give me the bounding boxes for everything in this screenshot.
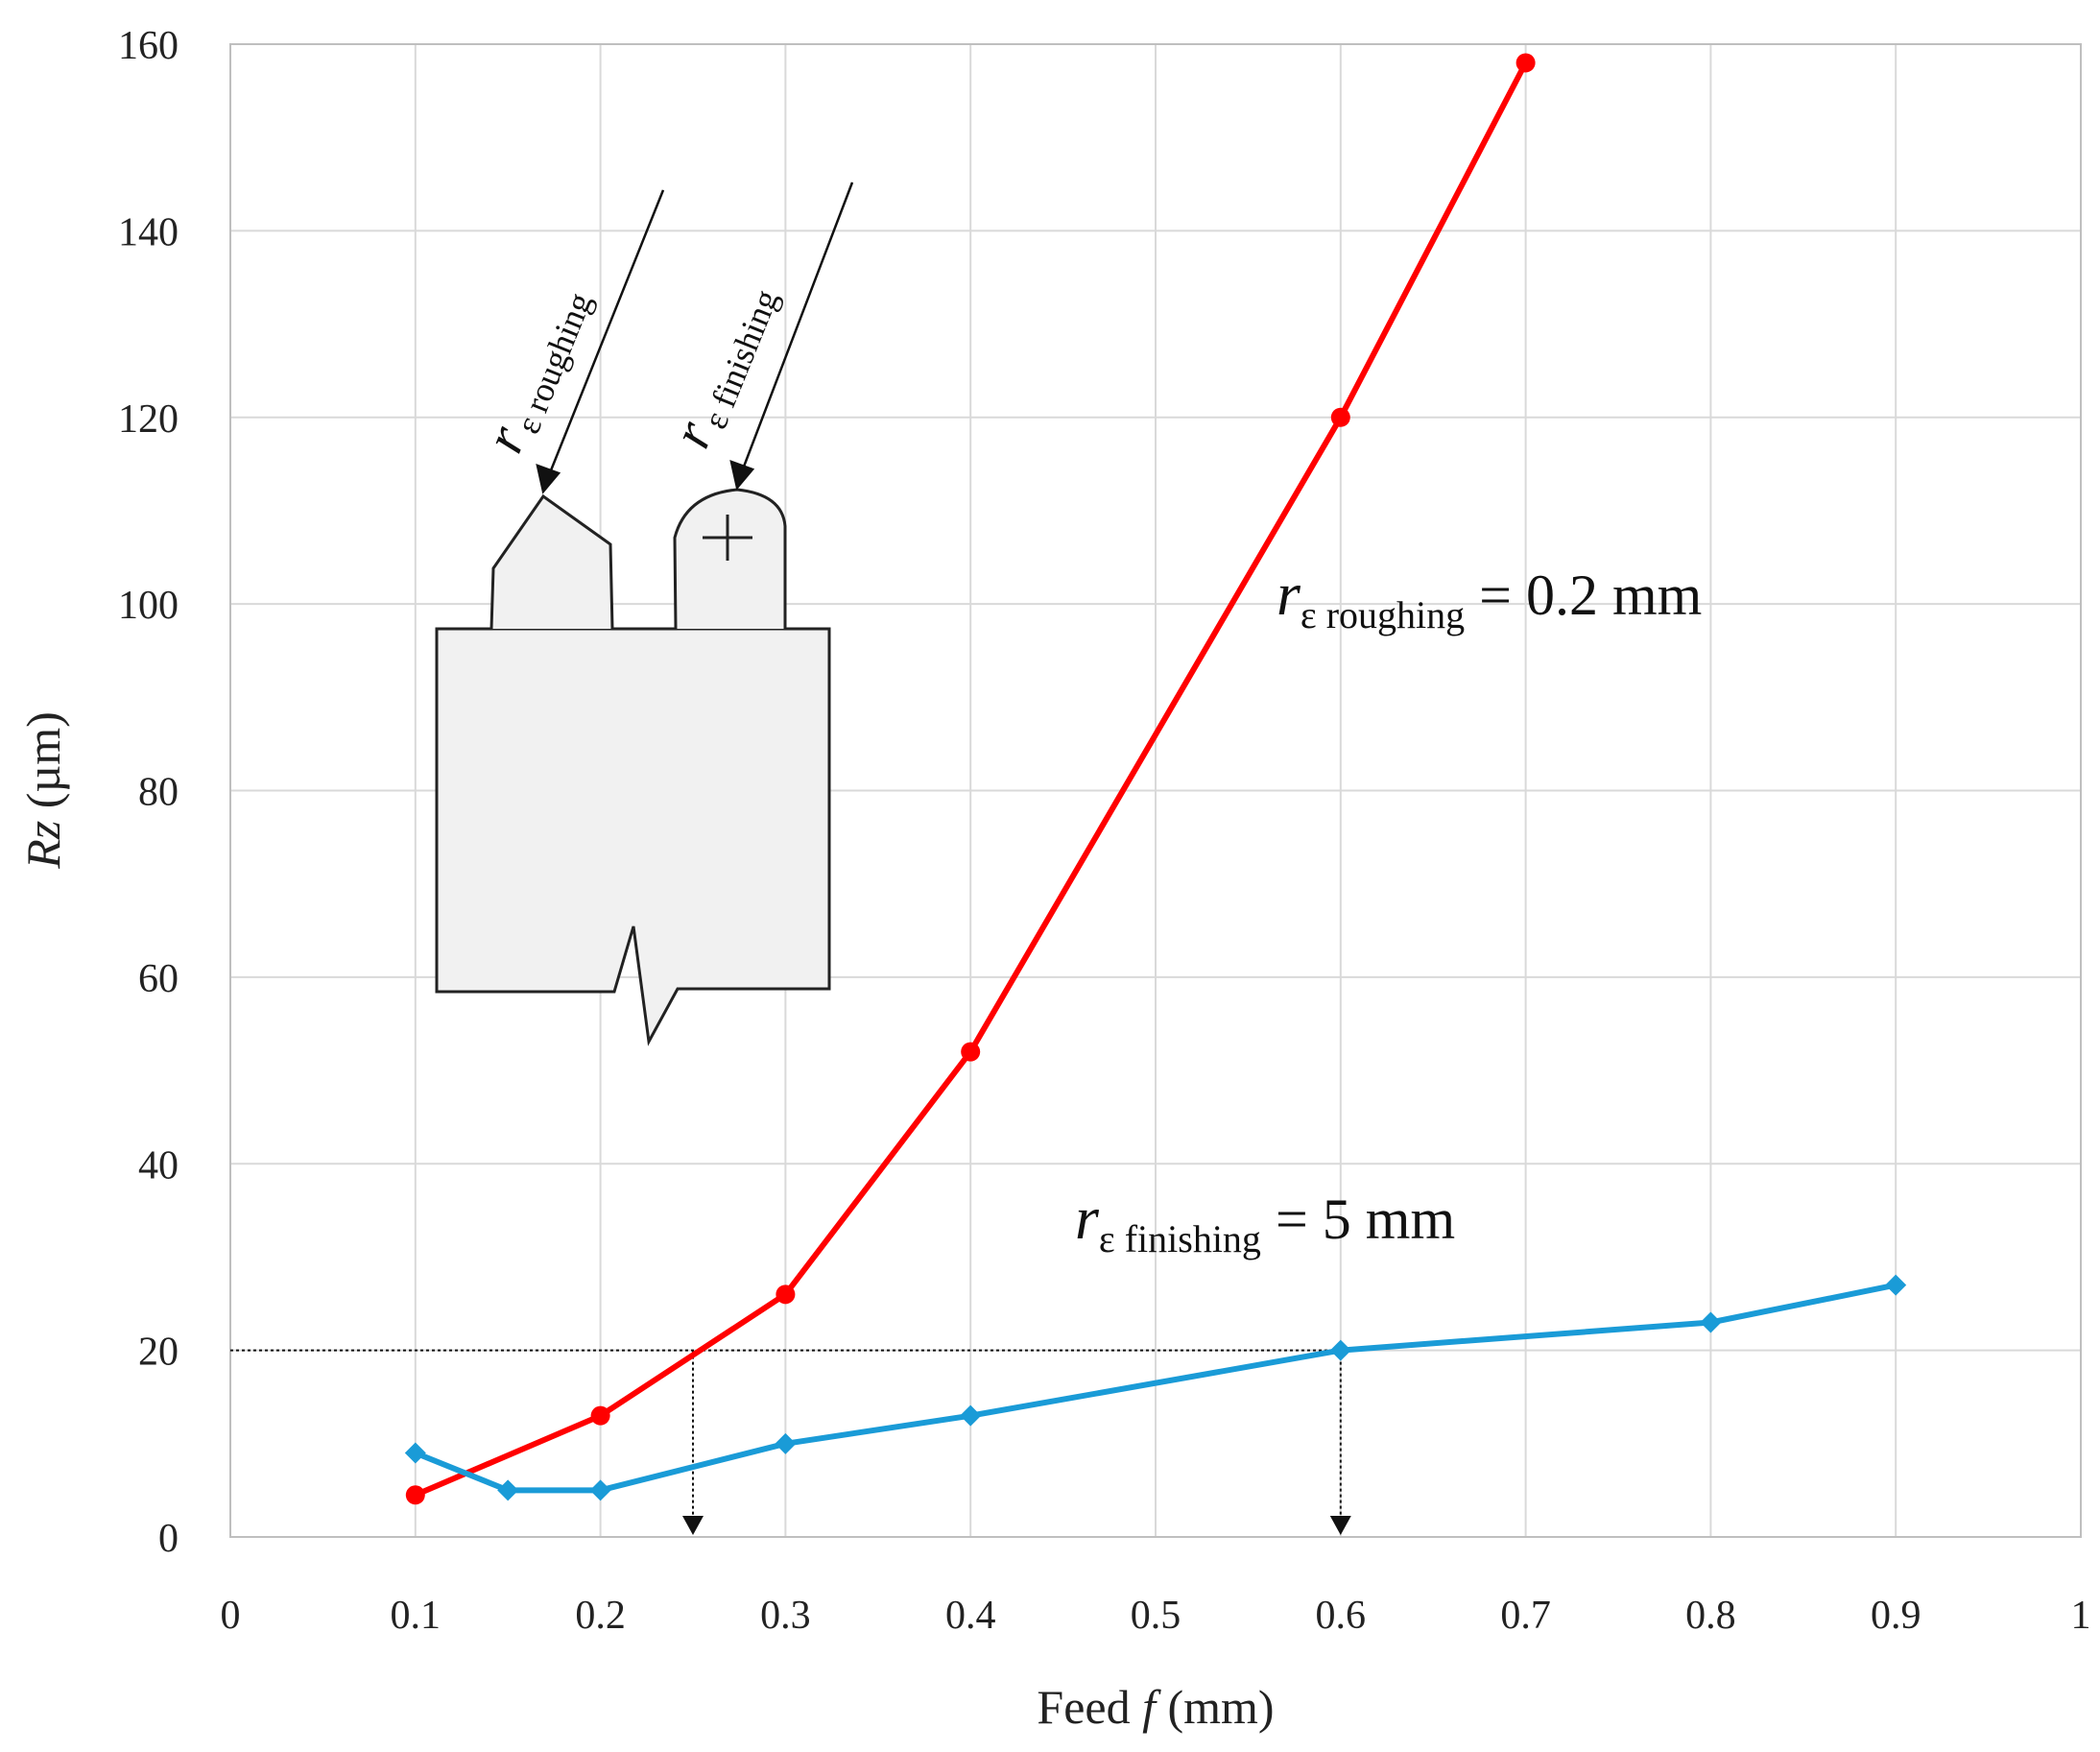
series-1-point (961, 1042, 981, 1062)
finishing-subscript: ε finishing (1099, 1217, 1261, 1260)
finishing-value: = 5 mm (1261, 1188, 1455, 1251)
tool-illustration (435, 488, 831, 1046)
x-tick-label: 0.8 (1685, 1594, 1736, 1638)
y-tick-label: 60 (138, 957, 179, 1001)
x-tick-label: 0 (221, 1594, 241, 1638)
annotation-roughing: rε roughing = 0.2 mm (1277, 560, 1702, 636)
y-tick-label: 0 (158, 1517, 179, 1561)
y-tick-label: 160 (118, 24, 179, 68)
series-1-point (1515, 53, 1536, 73)
series-1-point (1330, 407, 1350, 427)
series-2-point (775, 1432, 797, 1454)
x-tick-label: 0.7 (1500, 1594, 1551, 1638)
x-tick-label: 0.9 (1871, 1594, 1921, 1638)
y-axis-title-var: Rz (16, 821, 70, 870)
series-2-line (414, 1282, 1897, 1494)
reference-lines (230, 1349, 1351, 1535)
x-tick-label: 1 (2071, 1594, 2091, 1638)
annotation-finishing: rε finishing = 5 mm (1075, 1184, 1455, 1260)
inset-roughing-subscript: ε roughing (509, 287, 600, 439)
x-tick-label: 0.4 (945, 1594, 996, 1638)
inset-label-roughing: rε roughing (472, 276, 600, 463)
y-tick-label: 80 (138, 771, 179, 815)
roughing-subscript: ε roughing (1301, 593, 1465, 636)
svg-text:rε finishing: rε finishing (659, 274, 786, 458)
y-axis-title-unit: (µm) (16, 711, 70, 821)
series-1-point (405, 1485, 425, 1505)
series-1-line (414, 61, 1529, 1499)
x-tick-label: 0.2 (575, 1594, 626, 1638)
inset-arrows (536, 181, 854, 494)
y-tick-label: 100 (118, 584, 179, 628)
y-tick-label: 120 (118, 397, 179, 442)
reference-arrowhead (682, 1516, 704, 1535)
tool-holder (435, 627, 831, 1046)
y-tick-label: 40 (138, 1143, 179, 1188)
x-axis-title: Feed f (mm) (1037, 1680, 1274, 1734)
roughing-value: = 0.2 mm (1465, 564, 1702, 627)
tick-labels: 0 0.1 0.2 0.3 0.4 0.5 0.6 0.7 0.8 0.9 1 0 20 40 60 80 10… (118, 24, 2091, 1638)
inset-finishing-subscript: ε finishing (696, 284, 786, 434)
series-1-point (590, 1405, 610, 1426)
x-axis-title-prefix: Feed (1037, 1680, 1142, 1734)
x-tick-label: 0.1 (391, 1594, 441, 1638)
roughing-arrowhead (536, 464, 561, 494)
series-2-point (1885, 1274, 1907, 1296)
finishing-arrow-line (742, 181, 854, 468)
series-2-point (589, 1479, 611, 1501)
inset-label-finishing: rε finishing (659, 274, 786, 458)
finishing-arrowhead (729, 460, 755, 491)
y-tick-label: 20 (138, 1331, 179, 1375)
series-layer (404, 53, 1907, 1505)
y-tick-label: 140 (118, 210, 179, 254)
x-axis-title-unit: (mm) (1156, 1680, 1275, 1734)
roughing-arrow-line (549, 189, 665, 471)
x-tick-label: 0.5 (1131, 1594, 1181, 1638)
finishing-symbol: r (1075, 1184, 1100, 1252)
x-tick-label: 0.3 (760, 1594, 811, 1638)
series-2-point (1700, 1311, 1722, 1333)
series-2-point (960, 1404, 982, 1427)
y-axis-title: Rz (µm) (16, 711, 70, 870)
roughing-symbol: r (1277, 560, 1301, 628)
plot-area-border (229, 43, 2082, 1538)
x-tick-label: 0.6 (1316, 1594, 1367, 1638)
finishing-insert (673, 488, 787, 630)
roughing-insert (489, 493, 614, 630)
series-1-point (776, 1284, 796, 1305)
series-2-point (497, 1479, 519, 1501)
series-2-point (404, 1442, 426, 1464)
series-2-point (1329, 1339, 1351, 1361)
svg-text:rε roughing: rε roughing (472, 276, 600, 463)
reference-arrowhead (1329, 1516, 1351, 1535)
